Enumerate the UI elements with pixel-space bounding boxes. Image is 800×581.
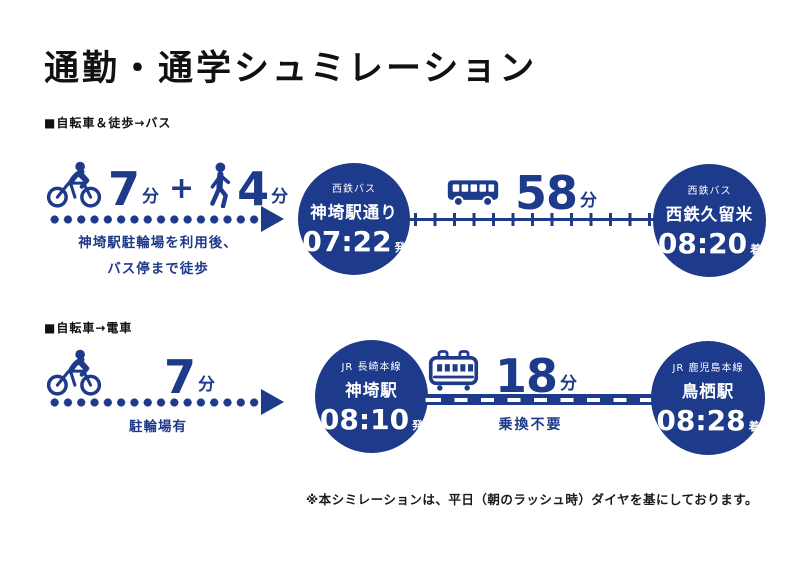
route1-destination-time: 08:20 bbox=[657, 226, 748, 260]
route1-origin-time: 07:22 bbox=[302, 225, 392, 258]
route2-access-note: 駐輪場有 bbox=[36, 414, 280, 440]
route1-transit-unit: 分 bbox=[580, 191, 598, 211]
route1-leg1-duration: 7 bbox=[108, 162, 140, 216]
route2-section-label: ■自転車→電車 bbox=[44, 321, 133, 335]
route1-destination-stop: 西鉄バス 西鉄久留米 08:20 着 bbox=[653, 164, 766, 277]
route2-destination-stop: JR 鹿児島本線 鳥栖駅 08:28 着 bbox=[651, 341, 765, 455]
plus-sign: + bbox=[169, 171, 195, 206]
route2-access-note-line1: 駐輪場有 bbox=[129, 419, 187, 435]
arrow-right-icon bbox=[261, 206, 284, 232]
route1-transit-duration: 58 bbox=[515, 166, 578, 220]
cyclist-icon bbox=[46, 160, 102, 212]
route1-origin-operator: 西鉄バス bbox=[332, 184, 376, 195]
route1-origin-name: 神埼駅通り bbox=[310, 203, 398, 222]
route2-destination-name: 鳥栖駅 bbox=[681, 382, 735, 401]
route1-leg2-unit: 分 bbox=[271, 187, 289, 207]
arrow-right-icon bbox=[261, 389, 284, 415]
route2-origin-time-suffix: 発 bbox=[412, 418, 424, 432]
route1-access-note: 神埼駅駐輪場を利用後、 バス停まで徒歩 bbox=[36, 230, 280, 282]
route1-transit-label: 58 分 bbox=[447, 170, 597, 216]
route1-destination-operator: 西鉄バス bbox=[687, 185, 732, 197]
route2-destination-time-suffix: 着 bbox=[748, 420, 760, 433]
route2-rail-dash-line bbox=[421, 394, 662, 405]
route2-transit-unit: 分 bbox=[560, 374, 578, 394]
route2-destination-time: 08:28 bbox=[656, 404, 746, 437]
route1-access-note-line2: バス停まで徒歩 bbox=[107, 261, 209, 277]
route2-access-legs: 7 分 bbox=[46, 348, 215, 400]
route2-destination-operator: JR 鹿児島本線 bbox=[672, 363, 744, 374]
footnote: ※本シミレーションは、平日（朝のラッシュ時）ダイヤを基にしております。 bbox=[305, 492, 758, 507]
route1-destination-name: 西鉄久留米 bbox=[665, 204, 754, 224]
route2-transit-duration: 18 bbox=[495, 349, 558, 403]
route1-access-note-line1: 神埼駅駐輪場を利用後、 bbox=[78, 235, 238, 251]
page-title: 通勤・通学シュミレーション bbox=[44, 49, 538, 89]
route2-origin-time: 08:10 bbox=[319, 402, 410, 436]
route1-destination-time-suffix: 着 bbox=[750, 242, 762, 256]
route1-leg1-unit: 分 bbox=[142, 187, 160, 207]
route1-origin-time-suffix: 発 bbox=[394, 241, 406, 254]
route1-bus-tick-line bbox=[406, 213, 656, 226]
route2-transit-note: 乗換不要 bbox=[498, 417, 563, 433]
route1-origin-stop: 西鉄バス 神埼駅通り 07:22 発 bbox=[298, 163, 410, 275]
route1-leg2-duration: 4 bbox=[237, 162, 269, 216]
route2-leg1-duration: 7 bbox=[164, 350, 196, 404]
train-icon bbox=[428, 350, 479, 399]
route2-origin-operator: JR 長崎本線 bbox=[341, 361, 402, 373]
bus-icon bbox=[447, 177, 499, 216]
route2-dotted-path-line bbox=[48, 398, 260, 407]
route2-origin-name: 神埼駅 bbox=[345, 380, 398, 400]
cyclist-icon bbox=[46, 348, 102, 400]
route2-origin-stop: JR 長崎本線 神埼駅 08:10 発 bbox=[315, 340, 428, 453]
route1-access-legs: 7 分 + 4 分 bbox=[46, 160, 288, 212]
route1-section-label: ■自転車＆徒歩→バス bbox=[44, 116, 172, 130]
route1-dotted-path-line bbox=[48, 215, 260, 224]
route2-transit-label: 18 分 bbox=[428, 350, 577, 399]
route2-leg1-unit: 分 bbox=[198, 375, 216, 395]
pedestrian-icon bbox=[206, 162, 233, 212]
